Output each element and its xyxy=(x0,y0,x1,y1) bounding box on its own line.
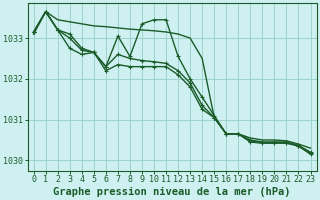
X-axis label: Graphe pression niveau de la mer (hPa): Graphe pression niveau de la mer (hPa) xyxy=(53,186,291,197)
